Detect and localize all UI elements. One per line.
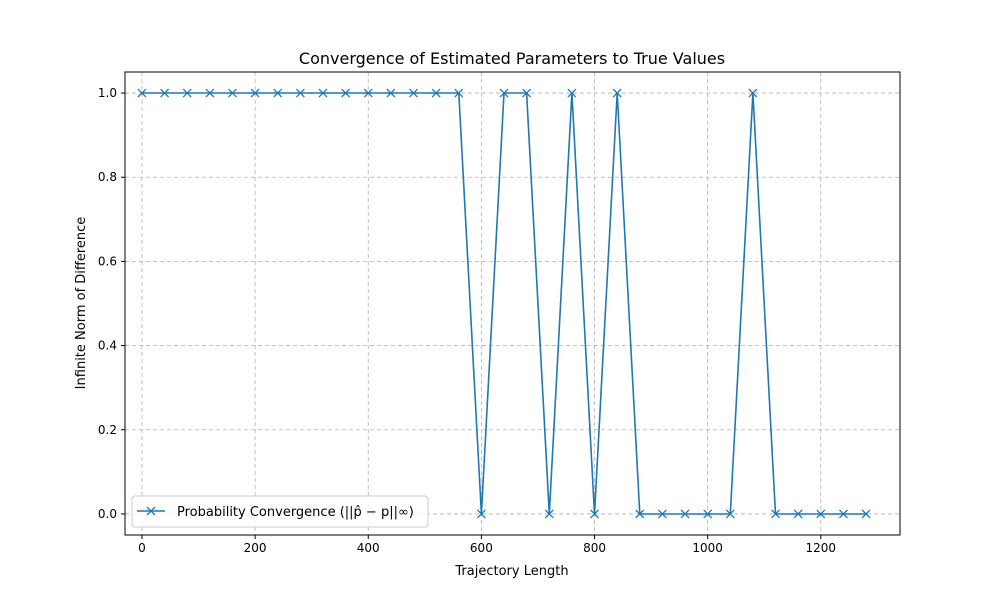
y-tick-label: 0.2 bbox=[98, 423, 117, 437]
data-point bbox=[160, 88, 170, 98]
data-point bbox=[318, 88, 328, 98]
x-tick-label: 0 bbox=[138, 541, 146, 555]
data-point bbox=[725, 509, 735, 519]
x-tick-label: 400 bbox=[357, 541, 380, 555]
x-tick-label: 800 bbox=[583, 541, 606, 555]
x-axis-label: Trajectory Length bbox=[454, 564, 568, 579]
data-point bbox=[748, 88, 758, 98]
y-tick-label: 0.4 bbox=[98, 339, 117, 353]
data-point bbox=[205, 88, 215, 98]
y-tick-label: 0.0 bbox=[98, 507, 117, 521]
legend-box bbox=[131, 495, 429, 528]
data-point bbox=[182, 88, 192, 98]
data-point bbox=[476, 509, 486, 519]
y-tick-label: 0.8 bbox=[98, 170, 117, 184]
data-point bbox=[612, 88, 622, 98]
data-point bbox=[431, 88, 441, 98]
plot-frame bbox=[124, 71, 901, 536]
x-tick-label: 200 bbox=[244, 541, 267, 555]
data-point bbox=[680, 509, 690, 519]
data-point bbox=[454, 88, 464, 98]
y-tick-label: 0.6 bbox=[98, 254, 117, 268]
y-axis-label: Infinite Norm of Difference bbox=[74, 217, 89, 390]
x-tick-label: 600 bbox=[470, 541, 493, 555]
data-point bbox=[386, 88, 396, 98]
data-point bbox=[771, 509, 781, 519]
data-point bbox=[409, 88, 418, 98]
data-point bbox=[861, 509, 871, 519]
data-point bbox=[522, 88, 532, 98]
data-point bbox=[228, 88, 237, 98]
data-point bbox=[567, 88, 577, 98]
y-tick-label: 1.0 bbox=[98, 86, 117, 100]
x-tick-label: 1000 bbox=[692, 541, 723, 555]
data-point bbox=[838, 509, 848, 519]
data-point bbox=[137, 88, 147, 98]
data-point bbox=[816, 509, 826, 519]
data-point bbox=[793, 509, 803, 519]
legend-entry-label: Probability Convergence (||p̂ − p||∞) bbox=[177, 505, 414, 520]
data-point bbox=[273, 88, 283, 98]
x-tick-label: 1200 bbox=[806, 541, 837, 555]
data-point bbox=[341, 88, 351, 98]
legend: Probability Convergence (||p̂ − p||∞) bbox=[131, 495, 429, 528]
data-point bbox=[590, 509, 599, 519]
data-point bbox=[544, 509, 554, 519]
legend-marker-swatch bbox=[146, 506, 156, 516]
series-layer bbox=[137, 88, 871, 519]
chart-title: Convergence of Estimated Parameters to T… bbox=[299, 49, 725, 68]
data-point bbox=[499, 88, 509, 98]
data-point bbox=[363, 88, 373, 98]
data-point bbox=[250, 88, 260, 98]
data-point bbox=[295, 88, 305, 98]
ticks: 0 200 400 600 800 1000 1200 0.0 0.2 0.4 0.6 0.8 1.0 bbox=[98, 86, 836, 555]
data-point bbox=[703, 509, 713, 519]
data-point bbox=[657, 509, 667, 519]
data-point bbox=[635, 509, 645, 519]
